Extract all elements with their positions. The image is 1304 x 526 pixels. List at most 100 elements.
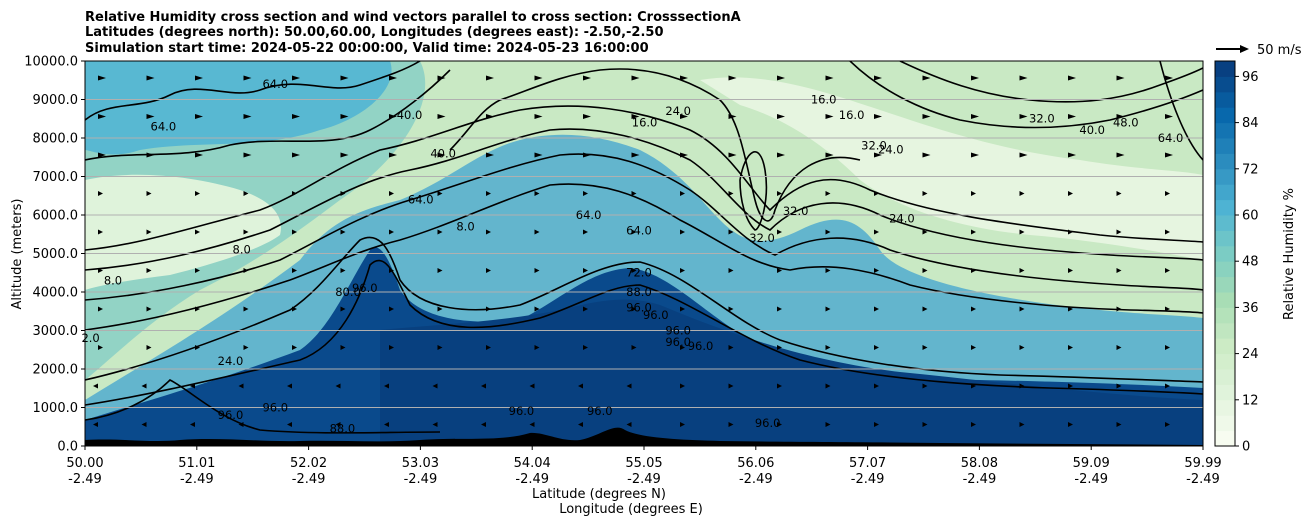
wind-vector xyxy=(728,114,737,119)
wind-vector xyxy=(777,306,782,312)
wind-vector xyxy=(874,191,879,196)
wind-vector xyxy=(680,152,688,158)
wind-vector xyxy=(825,383,831,389)
wind-vector xyxy=(486,229,491,235)
wind-vector xyxy=(825,345,831,350)
wind-vector xyxy=(389,345,394,350)
wind-vector xyxy=(728,268,734,273)
wind-vector xyxy=(437,114,446,119)
wind-vector xyxy=(728,191,734,196)
wind-vector xyxy=(389,268,394,273)
wind-vector xyxy=(534,75,543,81)
wind-vector xyxy=(146,191,152,196)
contour-label: 32.0 xyxy=(861,139,887,153)
wind-vector xyxy=(626,422,632,427)
wind-vector xyxy=(1019,152,1028,158)
wind-vector xyxy=(583,114,591,119)
y-axis: 0.0 1000.0 2000.0 3000.0 4000.0 5000.0 6000.0 7… xyxy=(24,55,85,455)
orography xyxy=(85,427,1203,446)
wind-vector xyxy=(141,422,147,427)
wind-vector xyxy=(238,383,244,389)
colorbar-segment xyxy=(1215,415,1235,432)
wind-vector xyxy=(680,114,688,119)
wind-vector xyxy=(728,229,734,235)
wind-vector xyxy=(534,345,540,350)
colorbar-segment xyxy=(1215,91,1235,108)
wind-vector xyxy=(534,306,540,312)
wind-vector xyxy=(874,114,882,119)
plot-area xyxy=(85,61,1203,446)
humidity-fill-dry-mid xyxy=(700,77,1203,260)
wind-vector xyxy=(825,268,831,273)
colorbar: 0 12 24 36 48 60 72 84 96 xyxy=(1214,60,1259,455)
y-tick-label: 4000.0 xyxy=(33,286,79,301)
contour-label: 24.0 xyxy=(889,212,915,226)
colorbar-segment xyxy=(1215,261,1235,278)
wind-key: 50 m/s xyxy=(1216,43,1302,58)
contour-line xyxy=(85,259,1203,406)
wind-vector xyxy=(680,422,685,427)
wind-vector xyxy=(93,383,98,389)
wind-vector xyxy=(971,75,979,81)
wind-vector xyxy=(195,268,200,273)
wind-vector xyxy=(922,229,928,235)
wind-vector xyxy=(335,383,341,389)
wind-vector xyxy=(98,75,106,81)
wind-vector xyxy=(1068,75,1076,81)
wind-vector xyxy=(728,306,734,312)
wind-vector xyxy=(243,114,252,119)
wind-vector xyxy=(481,422,486,427)
wind-vector xyxy=(1165,422,1170,427)
wind-vector xyxy=(777,345,782,350)
wind-vector xyxy=(1068,191,1073,196)
wind-vector xyxy=(874,383,879,389)
wind-vector xyxy=(922,75,931,81)
x-tick-label-lat: 59.99 xyxy=(1184,456,1221,471)
contour-label: 96.0 xyxy=(509,404,535,418)
wind-vector xyxy=(534,191,540,196)
wind-vector xyxy=(389,152,397,158)
wind-vector xyxy=(146,345,152,350)
wind-vector xyxy=(922,191,928,196)
wind-vector xyxy=(971,345,976,350)
wind-vector xyxy=(874,75,882,81)
x-tick-label-lat: 55.05 xyxy=(625,456,662,471)
contour-label: 88.0 xyxy=(330,422,356,436)
wind-vector xyxy=(146,306,152,312)
x-tick-label-lon: -2.49 xyxy=(739,472,773,487)
wind-vector xyxy=(631,191,637,196)
wind-vector xyxy=(437,152,446,158)
wind-vector xyxy=(292,268,297,273)
wind-vector xyxy=(335,422,341,427)
wind-vector xyxy=(777,229,782,235)
chart-title-line-2: Latitudes (degrees north): 50.00,60.00, … xyxy=(85,25,664,40)
wind-vector xyxy=(1019,191,1025,196)
contour-labels: 64.064.040.016.024.016.016.032.024.024.0… xyxy=(81,77,1183,436)
wind-vector xyxy=(190,422,195,427)
wind-vector xyxy=(1165,75,1173,81)
colorbar-tick-label: 12 xyxy=(1242,393,1259,408)
contour-label: 64.0 xyxy=(262,77,288,91)
contour-label: 8.0 xyxy=(233,243,251,257)
wind-vector xyxy=(98,306,103,312)
wind-vector xyxy=(437,191,443,196)
x-tick-label-lon: -2.49 xyxy=(515,472,549,487)
wind-vector xyxy=(728,152,737,158)
contour-line xyxy=(85,105,1203,251)
contour-label: 24.0 xyxy=(878,142,904,156)
wind-vector xyxy=(437,268,443,273)
contour-line xyxy=(899,61,1203,103)
contour-label: 64.0 xyxy=(626,223,652,237)
wind-vector xyxy=(922,345,928,350)
contour-label: 24.0 xyxy=(665,104,691,118)
colorbar-segment xyxy=(1215,230,1235,247)
wind-vector xyxy=(534,268,540,273)
colorbar-tick-label: 0 xyxy=(1242,440,1250,455)
x-tick-label-lat: 50.00 xyxy=(66,456,103,471)
wind-vector xyxy=(340,114,349,119)
wind-vector xyxy=(680,268,685,273)
contour-label: 96.0 xyxy=(262,400,288,414)
wind-vector xyxy=(195,191,200,196)
colorbar-segment xyxy=(1215,322,1235,339)
contour-label: 96.0 xyxy=(218,408,244,422)
